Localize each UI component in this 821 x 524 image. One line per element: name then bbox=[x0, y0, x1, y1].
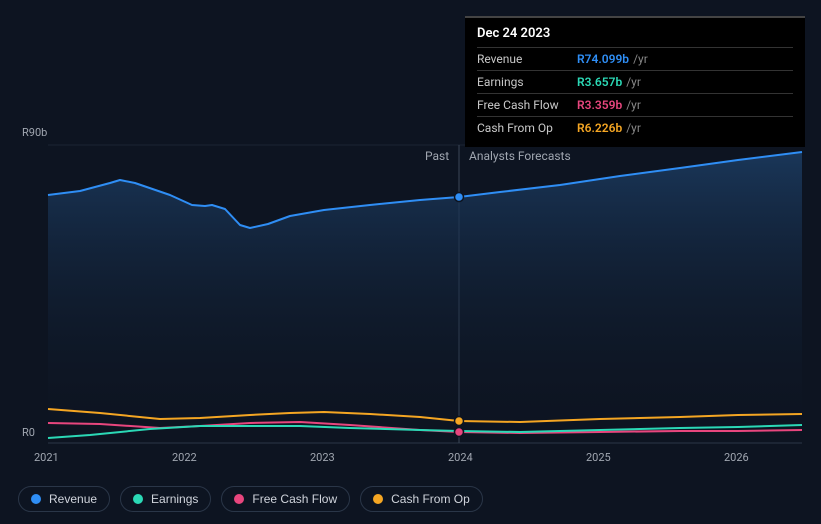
tooltip-date: Dec 24 2023 bbox=[477, 26, 793, 47]
legend-item-earnings[interactable]: Earnings bbox=[120, 486, 211, 512]
tooltip-metric-label: Revenue bbox=[477, 52, 577, 66]
past-region-label: Past bbox=[425, 149, 449, 163]
tooltip-unit: /yr bbox=[626, 75, 641, 89]
financials-chart: R90b R0 Past Analysts Forecasts 2021 2022… bbox=[0, 0, 821, 524]
tooltip-unit: /yr bbox=[626, 98, 641, 112]
x-axis-tick: 2022 bbox=[172, 451, 197, 464]
tooltip-metric-label: Earnings bbox=[477, 75, 577, 89]
legend-label: Free Cash Flow bbox=[252, 492, 337, 506]
x-axis-tick: 2021 bbox=[34, 451, 59, 464]
legend-item-cashfromop[interactable]: Cash From Op bbox=[360, 486, 483, 512]
tooltip-row: RevenueR74.099b/yr bbox=[477, 47, 793, 70]
tooltip-metric-label: Free Cash Flow bbox=[477, 98, 577, 112]
legend-dot-earnings bbox=[133, 494, 143, 504]
tooltip-unit: /yr bbox=[633, 52, 648, 66]
legend-label: Earnings bbox=[151, 492, 198, 506]
tooltip-row: EarningsR3.657b/yr bbox=[477, 70, 793, 93]
legend-dot-revenue bbox=[31, 494, 41, 504]
legend-item-revenue[interactable]: Revenue bbox=[18, 486, 110, 512]
legend-dot-cashfromop bbox=[373, 494, 383, 504]
legend: Revenue Earnings Free Cash Flow Cash Fro… bbox=[18, 486, 483, 512]
tooltip-row: Cash From OpR6.226b/yr bbox=[477, 116, 793, 139]
hover-tooltip: Dec 24 2023 RevenueR74.099b/yrEarningsR3… bbox=[465, 16, 805, 147]
tooltip-metric-value: R6.226b bbox=[577, 121, 622, 135]
legend-dot-fcf bbox=[234, 494, 244, 504]
legend-label: Cash From Op bbox=[391, 492, 470, 506]
x-axis-tick: 2026 bbox=[724, 451, 749, 464]
tooltip-metric-value: R3.359b bbox=[577, 98, 622, 112]
legend-label: Revenue bbox=[49, 492, 97, 506]
tooltip-metric-label: Cash From Op bbox=[477, 121, 577, 135]
tooltip-metric-value: R3.657b bbox=[577, 75, 622, 89]
tooltip-unit: /yr bbox=[626, 121, 641, 135]
legend-item-fcf[interactable]: Free Cash Flow bbox=[221, 486, 350, 512]
x-axis-tick: 2023 bbox=[310, 451, 335, 464]
forecast-region-label: Analysts Forecasts bbox=[469, 149, 571, 163]
x-axis-tick: 2025 bbox=[586, 451, 611, 464]
tooltip-row: Free Cash FlowR3.359b/yr bbox=[477, 93, 793, 116]
y-axis-label-top: R90b bbox=[22, 126, 47, 139]
x-axis-tick: 2024 bbox=[448, 451, 473, 464]
y-axis-label-bottom: R0 bbox=[22, 426, 35, 439]
tooltip-metric-value: R74.099b bbox=[577, 52, 629, 66]
